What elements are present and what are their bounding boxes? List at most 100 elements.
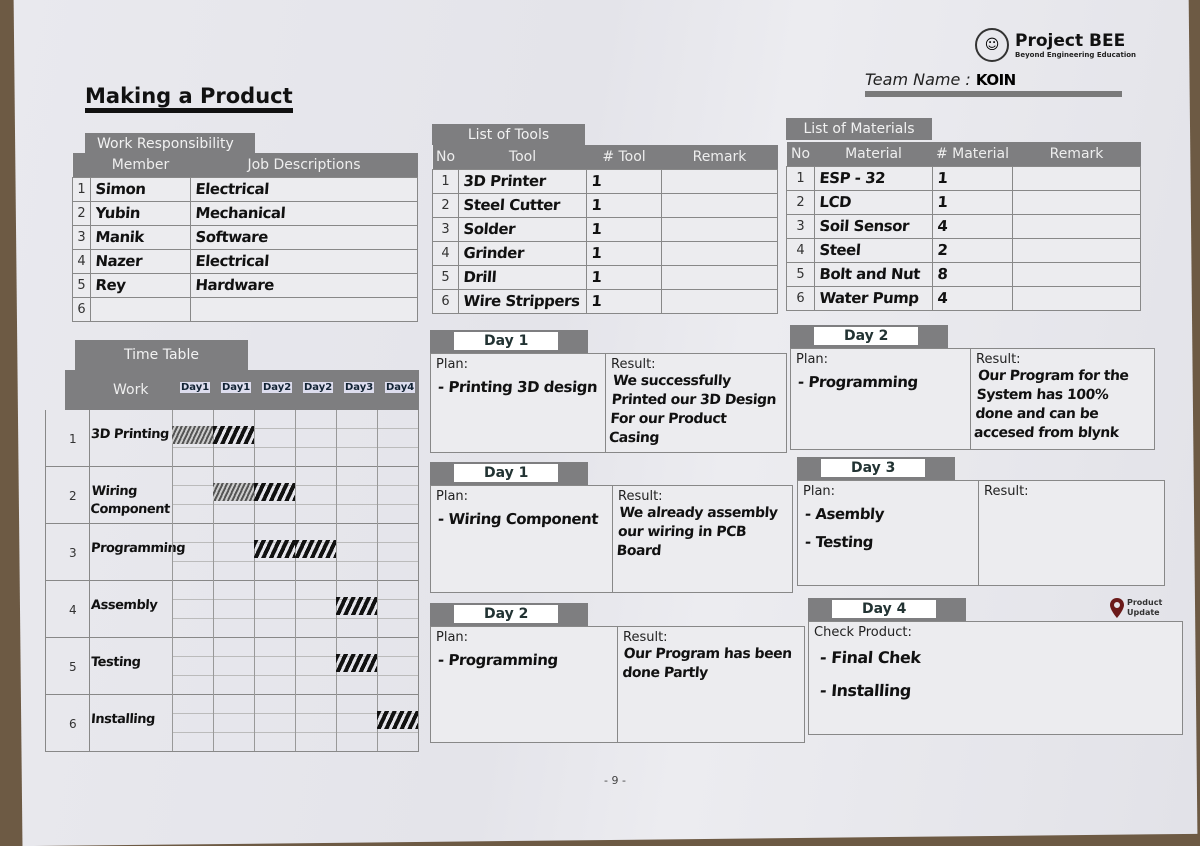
row-number: 6 <box>786 285 815 311</box>
day-label: Day 1 <box>454 332 559 350</box>
task-name: Testing <box>90 655 141 670</box>
job-cell <box>189 297 419 321</box>
result-label: Result: <box>976 352 1021 367</box>
page-title: Making a Product <box>85 84 293 113</box>
table-row: 3 Manik Software <box>72 224 419 250</box>
table-row: 2 LCD 1 <box>786 189 1142 215</box>
task-number: 4 <box>69 603 77 617</box>
row-number: 6 <box>432 288 459 314</box>
qty-cell: 1 <box>931 190 1014 214</box>
row-number: 5 <box>786 261 815 287</box>
table-row: 1 3D Printer 1 <box>432 168 779 194</box>
col-tool: Tool <box>458 145 587 169</box>
table-row: 4 Nazer Electrical <box>72 248 419 274</box>
product-update-badge: Product Update <box>1110 598 1162 618</box>
team-name: Team Name : KOIN <box>865 70 1122 97</box>
table-row: 6 Water Pump 4 <box>786 285 1142 311</box>
plan-item: - Asembly <box>804 505 885 523</box>
timetable-cell <box>377 638 418 695</box>
day-tab: Day 1 <box>430 462 588 486</box>
member-cell <box>89 297 192 321</box>
timetable-cell <box>295 410 336 467</box>
col-qty: # Tool <box>586 145 662 169</box>
col-member: Member <box>90 153 191 177</box>
work-responsibility-table: Member Job Descriptions 1 Simon Electrical 2… <box>72 153 419 322</box>
tools-title: List of Tools <box>432 124 585 146</box>
qty-cell: 1 <box>585 289 663 313</box>
work-header: Work <box>113 382 149 398</box>
row-number: 4 <box>72 248 91 274</box>
timetable-cell <box>377 467 418 524</box>
timetable-cell <box>213 524 254 581</box>
day-box: Plan: - Printing 3D design Result: We succ… <box>430 353 787 453</box>
timetable-cell <box>295 638 336 695</box>
gantt-bar <box>377 711 418 729</box>
bee-logo-icon: ☺ <box>975 28 1009 62</box>
plan-label: Plan: <box>803 484 836 499</box>
name-cell: 3D Printer <box>457 169 588 193</box>
timetable-cell <box>172 524 213 581</box>
day-label: Day 1 <box>454 464 559 482</box>
day-box: Plan: - Programming Result: Our Program fo… <box>790 348 1155 450</box>
table-row: 5 Rey Hardware <box>72 272 419 298</box>
timetable-cell <box>377 410 418 467</box>
row-number: 1 <box>786 165 815 191</box>
result-label: Result: <box>623 630 668 645</box>
qty-cell: 1 <box>585 169 663 193</box>
logo-tagline: Beyond Engineering Education <box>1015 51 1137 59</box>
task-name: Programming <box>90 541 186 556</box>
row-number: 5 <box>72 272 91 298</box>
table-row: 5 Drill 1 <box>432 264 779 290</box>
plan-label: Plan: <box>436 357 469 372</box>
row-number: 1 <box>72 176 91 202</box>
table-row: 2 Steel Cutter 1 <box>432 192 779 218</box>
row-number: 1 <box>432 168 459 194</box>
row-number: 6 <box>72 296 91 322</box>
timetable-cell <box>377 524 418 581</box>
name-cell: Bolt and Nut <box>813 262 934 286</box>
timetable-divider <box>89 410 90 752</box>
job-cell: Electrical <box>189 177 419 201</box>
name-cell: Soil Sensor <box>813 214 934 238</box>
table-row: 4 Grinder 1 <box>432 240 779 266</box>
day-box: Plan: - Programming Result: Our Program ha… <box>430 626 805 743</box>
check-product-label: Check Product: <box>814 625 912 640</box>
gantt-bar <box>336 597 377 615</box>
row-number: 5 <box>432 264 459 290</box>
member-cell: Nazer <box>89 249 192 273</box>
row-number: 2 <box>786 189 815 215</box>
task-number: 6 <box>69 717 77 731</box>
gantt-bar <box>213 426 254 444</box>
plan-item: - Programming <box>437 651 559 669</box>
day-tab: Day 1 <box>430 330 588 354</box>
member-cell: Yubin <box>89 201 192 225</box>
name-cell: Water Pump <box>813 286 934 310</box>
qty-cell: 1 <box>585 265 663 289</box>
day-column-header: Day4 <box>385 382 416 393</box>
task-name: Installing <box>90 712 156 727</box>
map-pin-icon <box>1110 598 1124 618</box>
job-cell: Hardware <box>189 273 419 297</box>
day-label: Day 4 <box>832 600 937 618</box>
gantt-bar <box>254 483 295 501</box>
gantt-bar <box>336 654 377 672</box>
timetable-cell <box>213 581 254 638</box>
job-cell: Electrical <box>189 249 419 273</box>
table-row: 6 <box>72 296 419 322</box>
timetable-cell <box>172 695 213 752</box>
member-cell: Rey <box>89 273 192 297</box>
day-column-header: Day2 <box>303 382 334 393</box>
day-column-header: Day1 <box>221 382 252 393</box>
result-text: Our Program has been done Partly <box>621 646 793 681</box>
name-cell: Drill <box>457 265 588 289</box>
remark-cell <box>1011 262 1142 286</box>
timetable-cell <box>377 581 418 638</box>
work-responsibility-title: Work Responsibility <box>85 133 255 155</box>
remark-cell <box>660 193 779 217</box>
qty-cell: 2 <box>931 238 1014 262</box>
team-label: Team Name : <box>865 70 971 89</box>
remark-cell <box>1011 286 1142 310</box>
remark-cell <box>660 289 779 313</box>
day-column-header: Day3 <box>344 382 375 393</box>
timetable-cell <box>172 581 213 638</box>
